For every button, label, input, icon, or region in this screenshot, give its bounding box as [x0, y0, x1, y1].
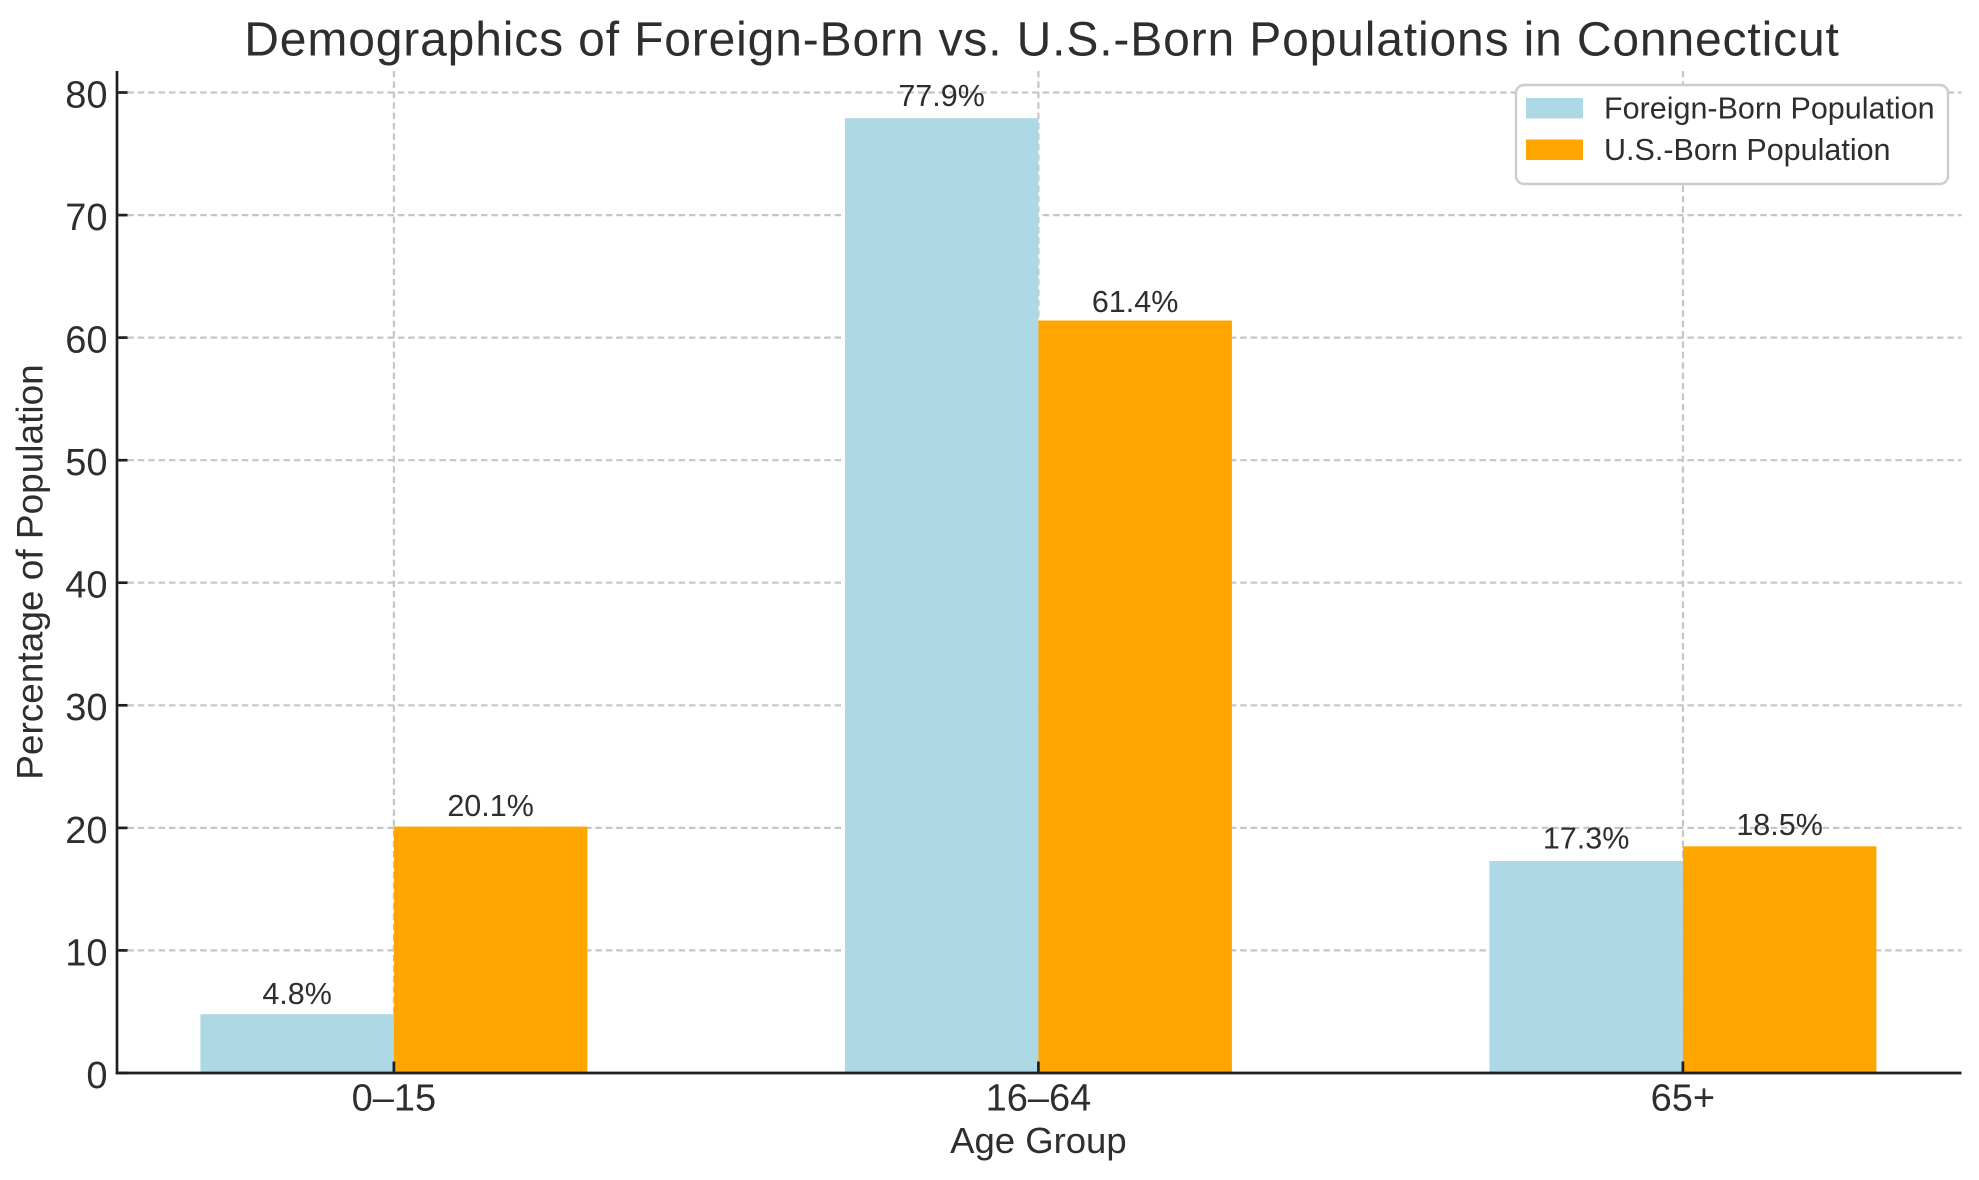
svg-text:60: 60	[65, 320, 107, 362]
svg-text:17.3%: 17.3%	[1543, 821, 1629, 855]
svg-text:18.5%: 18.5%	[1736, 808, 1822, 842]
svg-text:20.1%: 20.1%	[447, 789, 533, 823]
svg-text:50: 50	[65, 442, 107, 484]
svg-text:Foreign-Born Population: Foreign-Born Population	[1604, 92, 1935, 126]
svg-text:61.4%: 61.4%	[1092, 285, 1178, 319]
svg-text:65+: 65+	[1651, 1078, 1715, 1120]
svg-text:77.9%: 77.9%	[898, 79, 984, 113]
svg-text:20: 20	[65, 810, 107, 852]
svg-text:16–64: 16–64	[986, 1078, 1092, 1120]
svg-text:Percentage of Population: Percentage of Population	[10, 364, 51, 780]
svg-text:80: 80	[65, 74, 107, 116]
svg-text:30: 30	[65, 687, 107, 729]
svg-text:Demographics of Foreign-Born v: Demographics of Foreign-Born vs. U.S.-Bo…	[244, 14, 1839, 67]
svg-text:4.8%: 4.8%	[262, 977, 332, 1011]
svg-text:Age Group: Age Group	[950, 1120, 1127, 1161]
svg-text:0–15: 0–15	[352, 1078, 437, 1120]
svg-text:U.S.-Born Population: U.S.-Born Population	[1604, 133, 1891, 167]
svg-text:70: 70	[65, 197, 107, 239]
svg-text:40: 40	[65, 565, 107, 607]
svg-text:10: 10	[65, 932, 107, 974]
svg-text:0: 0	[86, 1055, 107, 1097]
